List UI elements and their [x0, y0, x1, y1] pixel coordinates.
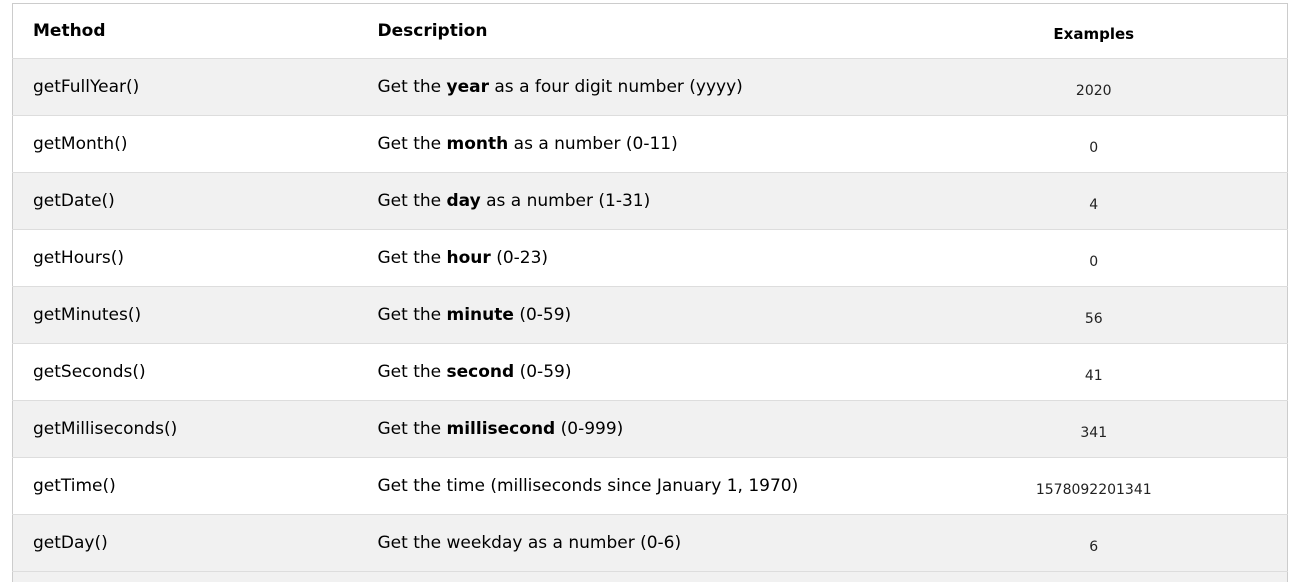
example-cell: 6 — [901, 515, 1288, 572]
description-text-rest: (0-23) — [491, 248, 548, 268]
description-cell: Get the time (milliseconds since January… — [358, 458, 901, 515]
description-text: Get the — [378, 305, 447, 325]
description-cell: Get the millisecond (0-999) — [358, 401, 901, 458]
description-keyword: month — [447, 134, 509, 154]
method-cell: getDay() — [13, 515, 358, 572]
example-cell: 1578092201341 — [901, 458, 1288, 515]
table-row-partial — [13, 572, 1288, 582]
method-cell: getMinutes() — [13, 287, 358, 344]
example-cell: 2020 — [901, 59, 1288, 116]
method-cell: getFullYear() — [13, 59, 358, 116]
description-cell: Get the minute (0-59) — [358, 287, 901, 344]
example-cell: 341 — [901, 401, 1288, 458]
description-text-rest: as a four digit number (yyyy) — [489, 77, 743, 97]
description-cell: Get the hour (0-23) — [358, 230, 901, 287]
example-cell: 56 — [901, 287, 1288, 344]
description-text-rest: (0-59) — [514, 362, 571, 382]
table-row: getDay() Get the weekday as a number (0-6… — [13, 515, 1288, 572]
description-cell: Get the weekday as a number (0-6) — [358, 515, 901, 572]
description-keyword: second — [447, 362, 515, 382]
method-cell: getDate() — [13, 173, 358, 230]
table-row: getFullYear()Get the year as a four digi… — [13, 59, 1288, 116]
method-cell: getMilliseconds() — [13, 401, 358, 458]
description-cell: Get the month as a number (0-11) — [358, 116, 901, 173]
description-keyword: hour — [447, 248, 491, 268]
example-cell: 41 — [901, 344, 1288, 401]
table-row: getDate()Get the day as a number (1-31)4 — [13, 173, 1288, 230]
description-text: Get the — [378, 134, 447, 154]
method-cell: getSeconds() — [13, 344, 358, 401]
header-examples: Examples — [901, 4, 1288, 59]
description-cell: Get the year as a four digit number (yyy… — [358, 59, 901, 116]
example-cell: 0 — [901, 116, 1288, 173]
method-cell: getMonth() — [13, 116, 358, 173]
description-keyword: year — [447, 77, 489, 97]
description-text-rest: as a number (1-31) — [481, 191, 651, 211]
description-text: Get the — [378, 419, 447, 439]
description-text-rest: (0-59) — [514, 305, 571, 325]
table-row: getSeconds()Get the second (0-59)41 — [13, 344, 1288, 401]
table-row: getTime() Get the time (milliseconds sinc… — [13, 458, 1288, 515]
table-row: getMinutes()Get the minute (0-59)56 — [13, 287, 1288, 344]
header-row: Method Description Examples — [13, 4, 1288, 59]
description-text: Get the weekday as a number (0-6) — [378, 533, 682, 553]
method-cell: getHours() — [13, 230, 358, 287]
description-keyword: millisecond — [447, 419, 556, 439]
table-row: getHours()Get the hour (0-23)0 — [13, 230, 1288, 287]
description-text: Get the time (milliseconds since January… — [378, 476, 799, 496]
date-methods-table: Method Description Examples getFullYear(… — [12, 3, 1288, 582]
description-keyword: minute — [447, 305, 514, 325]
description-text: Get the — [378, 191, 447, 211]
description-cell: Get the second (0-59) — [358, 344, 901, 401]
header-description: Description — [358, 4, 901, 59]
description-cell: Get the day as a number (1-31) — [358, 173, 901, 230]
description-keyword: day — [447, 191, 481, 211]
table-row: getMilliseconds()Get the millisecond (0-… — [13, 401, 1288, 458]
method-cell: getTime() — [13, 458, 358, 515]
description-text: Get the — [378, 248, 447, 268]
example-cell: 0 — [901, 230, 1288, 287]
description-text: Get the — [378, 77, 447, 97]
description-text-rest: (0-999) — [555, 419, 623, 439]
header-method: Method — [13, 4, 358, 59]
description-text: Get the — [378, 362, 447, 382]
description-text-rest: as a number (0-11) — [508, 134, 678, 154]
example-cell: 4 — [901, 173, 1288, 230]
table-row: getMonth()Get the month as a number (0-1… — [13, 116, 1288, 173]
